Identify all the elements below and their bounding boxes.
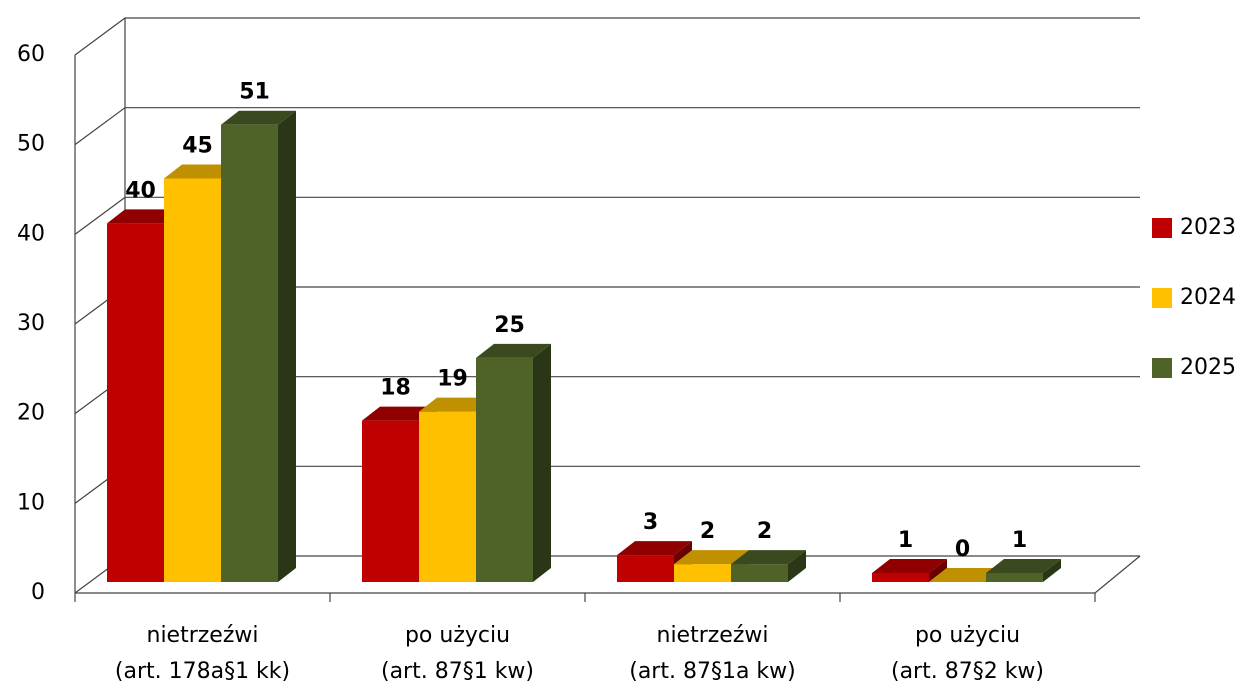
y-tick-label: 10 <box>17 490 45 515</box>
bar <box>872 559 947 582</box>
bar-face <box>419 411 476 582</box>
bar <box>476 343 551 582</box>
bar <box>986 559 1061 582</box>
bar-face <box>533 343 551 582</box>
bar-face <box>731 550 806 565</box>
bar-face <box>107 223 164 583</box>
bar-face <box>674 564 731 582</box>
bar <box>731 550 806 582</box>
bar-face <box>107 209 182 224</box>
bar-face <box>362 420 419 582</box>
bar-face <box>164 178 221 582</box>
data-label: 51 <box>239 80 270 105</box>
data-label: 3 <box>643 510 658 535</box>
bar-face <box>476 357 533 582</box>
legend-swatch <box>1152 288 1172 308</box>
data-label: 45 <box>182 134 213 159</box>
grid-line <box>74 107 1140 146</box>
legend-label: 2023 <box>1180 215 1236 240</box>
bar <box>221 110 296 582</box>
bar-face <box>221 124 278 582</box>
bar-face <box>674 550 749 565</box>
data-label: 2 <box>757 519 772 544</box>
bar-face <box>788 550 806 582</box>
data-label: 40 <box>125 178 156 203</box>
legend-swatch <box>1152 358 1172 378</box>
y-tick-label: 30 <box>17 311 45 336</box>
bar-face <box>419 397 494 412</box>
x-tick-label: nietrzeźwi (art. 87§1a kw) <box>629 623 796 684</box>
bar-face <box>929 559 947 582</box>
y-tick-label: 20 <box>17 401 45 426</box>
legend-label: 2024 <box>1180 285 1236 310</box>
bar-face <box>164 164 239 179</box>
data-label: 1 <box>898 528 913 553</box>
y-tick-label: 40 <box>17 221 45 246</box>
legend-label: 2025 <box>1180 355 1236 380</box>
bar-face <box>986 559 1061 574</box>
bar <box>929 568 1004 582</box>
bar-face <box>476 343 551 358</box>
x-tick-label: po użyciu (art. 87§2 kw) <box>890 623 1045 684</box>
grid-line <box>74 17 1140 56</box>
bar-face <box>617 555 674 582</box>
x-tick-label: po użyciu (art. 87§1 kw) <box>380 623 535 684</box>
bar-face <box>872 559 947 574</box>
x-tick-label: nietrzeźwi (art. 178a§1 kk) <box>114 623 291 684</box>
legend-swatch <box>1152 218 1172 238</box>
bar-face <box>617 541 692 556</box>
data-label: 25 <box>494 313 525 338</box>
data-label: 19 <box>437 367 468 392</box>
bar-face <box>986 573 1043 582</box>
grid-line <box>74 196 1140 235</box>
y-tick-label: 50 <box>17 132 45 157</box>
bar-face <box>221 110 296 125</box>
data-label: 2 <box>700 519 715 544</box>
data-label: 18 <box>380 376 411 401</box>
bar-face <box>278 110 296 582</box>
y-tick-label: 60 <box>17 42 45 67</box>
y-tick-label: 0 <box>31 580 45 605</box>
bar-face <box>731 564 788 582</box>
data-label: 0 <box>955 537 970 562</box>
data-label: 1 <box>1012 528 1027 553</box>
bar-face <box>872 573 929 582</box>
bar-face <box>362 406 437 421</box>
bar-face <box>929 568 1004 582</box>
bar-face <box>1043 559 1061 582</box>
